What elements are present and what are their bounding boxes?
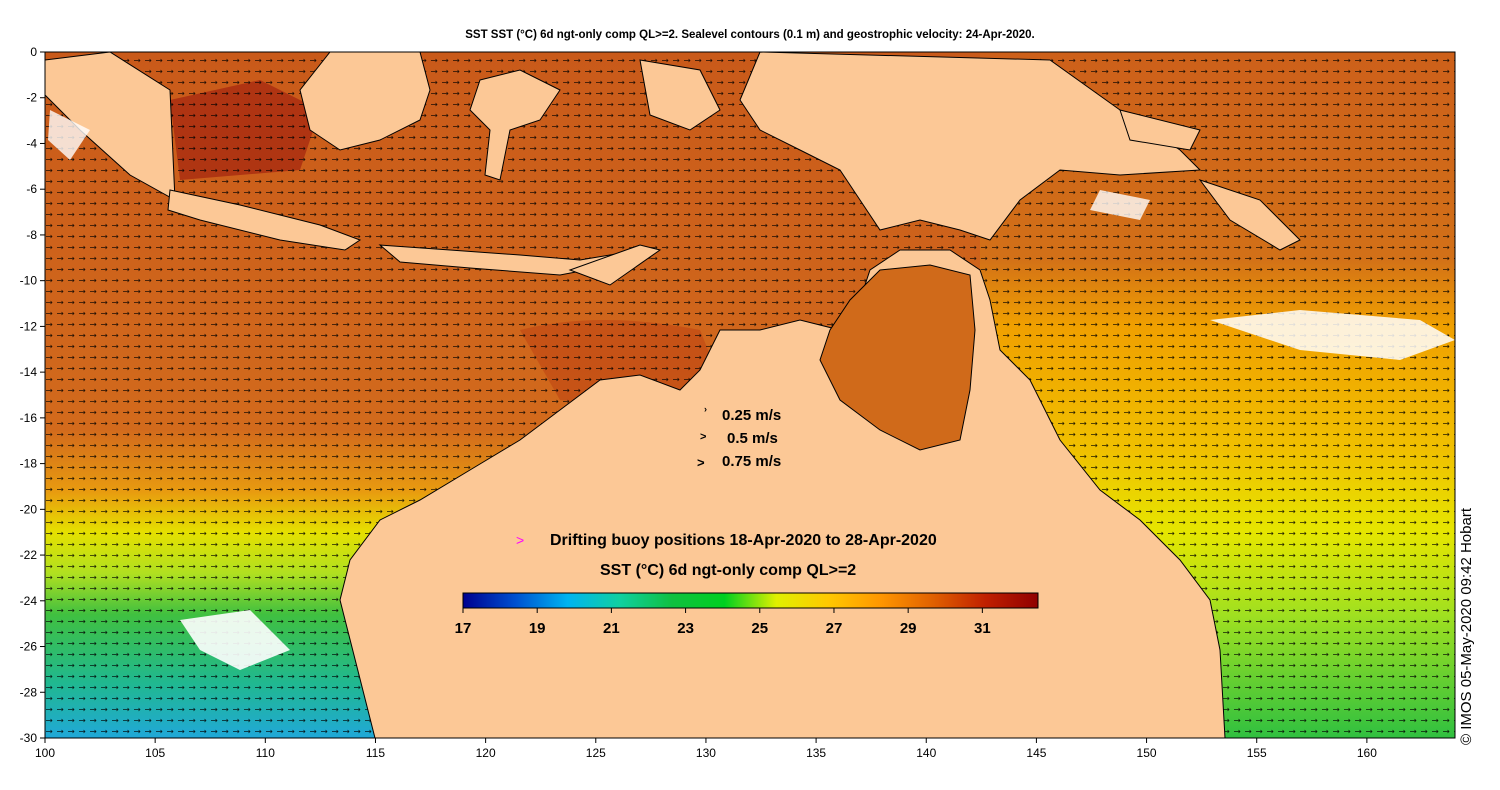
colorbar-tick-label: 17	[454, 620, 472, 637]
y-tick-label: -4	[26, 136, 37, 150]
cloud-gaps	[48, 110, 1455, 670]
x-axis: 100 105 110 115 120 125 130 135 140 145 150 155 160	[35, 738, 1377, 760]
x-tick-label: 130	[696, 746, 716, 760]
colorbar-tick-label: 25	[751, 620, 769, 637]
x-tick-label: 150	[1137, 746, 1157, 760]
y-tick-label: -18	[20, 457, 38, 471]
colorbar-tick-label: 21	[603, 620, 620, 637]
land-java	[167, 189, 362, 251]
velocity-arrow-large: >	[697, 455, 705, 470]
y-tick-label: -22	[20, 548, 38, 562]
map-title: SST SST (°C) 6d ngt-only comp QL>=2. Sea…	[465, 29, 1035, 41]
colorbar-tick-label: 19	[528, 620, 546, 637]
x-tick-label: 110	[256, 746, 275, 760]
y-tick-label: -10	[20, 274, 38, 288]
credit-text: © IMOS 05-May-2020 09:42 Hobart	[1458, 508, 1475, 745]
x-tick-label: 135	[806, 746, 826, 760]
y-tick-label: 0	[30, 45, 37, 59]
land-sulawesi	[469, 69, 561, 181]
colorbar-tick-label: 31	[974, 620, 991, 637]
velocity-arrow-medium: >	[700, 431, 707, 443]
land-sumatra	[45, 52, 176, 201]
y-tick-label: -14	[20, 365, 38, 379]
x-tick-label: 105	[145, 746, 165, 760]
buoy-marker-icon: >	[516, 532, 525, 548]
colorbar-tick-label: 23	[677, 620, 694, 637]
y-tick-label: -30	[20, 731, 38, 745]
gulf-of-carpentaria	[819, 264, 976, 451]
plot-frame	[44, 51, 1456, 739]
x-tick-label: 155	[1247, 746, 1267, 760]
map-plot-area	[45, 52, 1455, 738]
land	[45, 52, 1301, 738]
land-moluccas	[639, 59, 721, 131]
colorbar	[462, 592, 1039, 613]
land-solomon	[1198, 179, 1301, 251]
x-tick-label: 120	[476, 746, 496, 760]
velocity-legend-label-1: 0.25 m/s	[722, 407, 782, 424]
land-new-britain	[1119, 109, 1201, 151]
y-tick-label: -2	[26, 91, 37, 105]
x-tick-label: 100	[35, 746, 55, 760]
buoy-legend-label: Drifting buoy positions 18-Apr-2020 to 2…	[550, 532, 937, 549]
velocity-legend-label-3: 0.75 m/s	[722, 453, 782, 470]
x-tick-label: 125	[586, 746, 606, 760]
y-tick-label: -16	[20, 411, 38, 425]
y-tick-label: -8	[26, 228, 37, 242]
colorbar-gradient	[462, 592, 1039, 609]
y-tick-label: -26	[20, 640, 38, 654]
y-tick-label: -20	[20, 502, 38, 516]
y-tick-label: -12	[20, 319, 38, 333]
colorbar-tick-label: 29	[899, 620, 917, 637]
x-tick-label: 140	[916, 746, 936, 760]
x-tick-label: 145	[1026, 746, 1046, 760]
colorbar-tick-label: 27	[825, 620, 843, 637]
velocity-arrow-small: ›	[704, 404, 707, 414]
y-tick-label: -6	[26, 182, 37, 196]
y-axis: 0 -2 -4 -6 -8 -10 -12 -14 -16 -18 -20 -22 -24 -26 -28 -…	[20, 45, 45, 745]
x-tick-label: 115	[366, 746, 385, 760]
x-tick-label: 160	[1357, 746, 1377, 760]
y-tick-label: -24	[20, 594, 38, 608]
land-borneo	[299, 52, 431, 151]
colorbar-title: SST (°C) 6d ngt-only comp QL>=2	[600, 562, 857, 579]
velocity-legend-label-2: 0.5 m/s	[727, 430, 778, 447]
land-timor	[568, 244, 662, 286]
y-tick-label: -28	[20, 685, 38, 699]
